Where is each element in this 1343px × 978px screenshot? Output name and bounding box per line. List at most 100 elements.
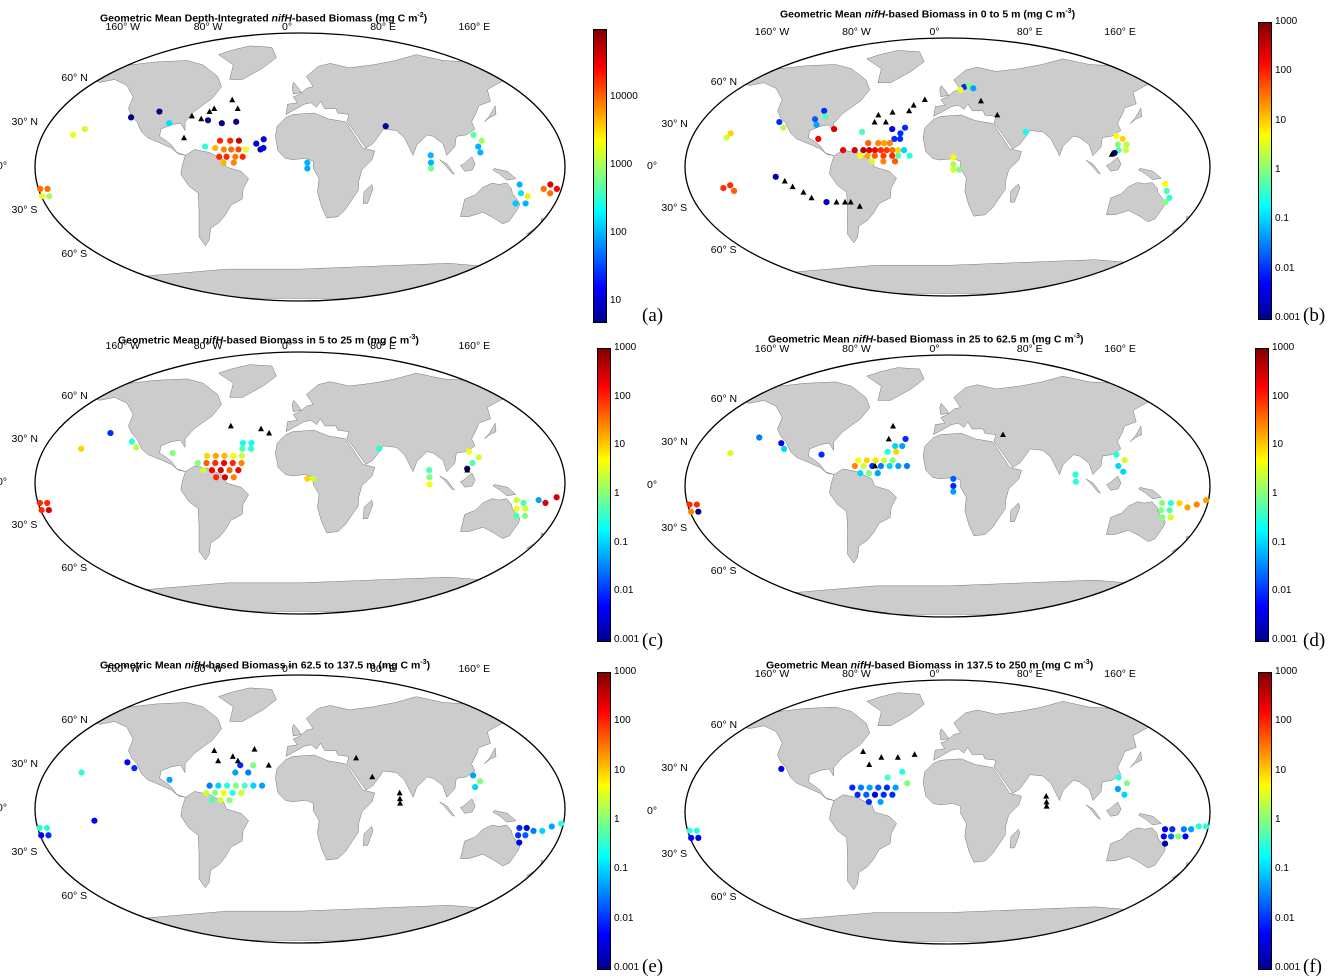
- zero-value-triangle: [833, 198, 840, 205]
- colorbar-tick-label: 1000: [1272, 342, 1295, 353]
- station-marker: [204, 117, 212, 124]
- station-marker: [889, 147, 896, 154]
- colorbar-tick-label: 0.001: [1275, 962, 1301, 973]
- landmass: [939, 85, 950, 98]
- zero-value-triangle: [215, 757, 222, 764]
- station-marker: [217, 467, 224, 474]
- station-marker: [426, 481, 433, 488]
- station-marker: [250, 782, 257, 789]
- landmass: [738, 64, 871, 157]
- station-marker: [203, 789, 210, 797]
- station-marker: [232, 782, 239, 789]
- zero-value-triangle: [921, 96, 928, 102]
- station-marker: [38, 193, 46, 200]
- station-marker: [215, 782, 222, 789]
- zero-value-triangle: [188, 112, 195, 119]
- longitude-label: 0°: [929, 343, 940, 355]
- zero-value-triangle: [808, 194, 815, 201]
- station-marker: [1072, 471, 1079, 478]
- station-marker: [220, 146, 227, 153]
- zero-value-triangle: [234, 105, 241, 112]
- zero-value-triangle: [369, 773, 376, 780]
- colorbar-tick-label: 1: [614, 814, 620, 825]
- landmass: [439, 159, 455, 175]
- latitude-label: 60° S: [61, 561, 88, 574]
- station-marker: [880, 791, 887, 798]
- station-marker: [513, 505, 520, 512]
- station-marker: [857, 152, 864, 159]
- station-marker: [900, 147, 908, 154]
- landmass: [1085, 159, 1101, 175]
- colorbar-tick-label: 1000: [610, 158, 633, 170]
- station-marker: [688, 508, 695, 515]
- landmass: [484, 746, 497, 764]
- latitude-label: 60° S: [61, 889, 88, 902]
- station-marker: [239, 439, 246, 447]
- panel-title: Geometric Mean nifH-based Biomass in 5 t…: [118, 334, 419, 347]
- colorbar-tick-label: 0.1: [614, 863, 628, 875]
- station-marker: [253, 140, 260, 147]
- station-marker: [865, 470, 873, 477]
- zero-value-triangle: [227, 422, 234, 429]
- zero-value-triangle: [872, 462, 879, 469]
- station-marker: [38, 507, 45, 514]
- station-marker: [1119, 135, 1126, 143]
- station-marker: [1115, 462, 1122, 470]
- station-marker: [875, 140, 882, 147]
- landmass: [484, 422, 497, 439]
- station-marker: [376, 445, 383, 452]
- landmass: [866, 692, 925, 727]
- station-marker: [557, 820, 565, 827]
- landmass: [1106, 501, 1166, 542]
- landmass: [1129, 425, 1142, 442]
- station-marker: [91, 817, 98, 824]
- station-marker: [776, 118, 783, 126]
- panel-label: (e): [642, 956, 664, 977]
- station-marker: [224, 782, 231, 789]
- station-marker: [524, 193, 531, 200]
- station-marker: [950, 161, 957, 168]
- latitude-label: 30° N: [11, 116, 38, 129]
- station-marker: [475, 454, 482, 461]
- zero-value-triangle: [906, 107, 913, 114]
- colorbar-tick-label: 10: [614, 439, 626, 451]
- colorbar-tick-label: 10: [614, 764, 626, 776]
- latitude-label: 60° N: [61, 390, 88, 403]
- landmass: [218, 45, 277, 80]
- longitude-label: 0°: [282, 340, 293, 352]
- landmass: [1106, 156, 1122, 172]
- station-marker: [821, 107, 828, 114]
- landmass: [1085, 478, 1101, 494]
- station-marker: [871, 791, 879, 798]
- station-marker: [1157, 507, 1165, 514]
- station-marker: [221, 474, 229, 481]
- station-marker: [1160, 833, 1167, 840]
- latitude-label: 30° S: [661, 848, 688, 861]
- panel-title: Geometric Mean nifH-based Biomass in 137…: [766, 659, 1094, 672]
- station-marker: [880, 140, 888, 147]
- station-marker: [553, 185, 560, 192]
- station-marker: [475, 143, 482, 150]
- station-marker: [880, 152, 887, 159]
- station-marker: [520, 499, 527, 507]
- station-marker: [892, 442, 899, 450]
- station-marker: [860, 147, 867, 154]
- colorbar: [1258, 672, 1272, 970]
- panel-title: Geometric Mean nifH-based Biomass in 62.…: [100, 659, 431, 672]
- station-marker: [216, 153, 223, 160]
- station-marker: [44, 185, 51, 192]
- station-marker: [156, 108, 163, 115]
- colorbar-tick-label: 0.001: [1272, 634, 1298, 645]
- station-marker: [128, 438, 135, 445]
- station-marker: [778, 440, 785, 447]
- longitude-label: 80° W: [842, 26, 871, 38]
- colorbar-tick-label: 0.1: [1275, 213, 1289, 225]
- colorbar-tick-label: 10: [1275, 764, 1287, 776]
- station-marker: [426, 474, 433, 481]
- landmass: [933, 375, 1172, 476]
- station-marker: [203, 452, 211, 459]
- station-marker: [956, 166, 963, 173]
- longitude-label: 80° E: [1016, 668, 1043, 680]
